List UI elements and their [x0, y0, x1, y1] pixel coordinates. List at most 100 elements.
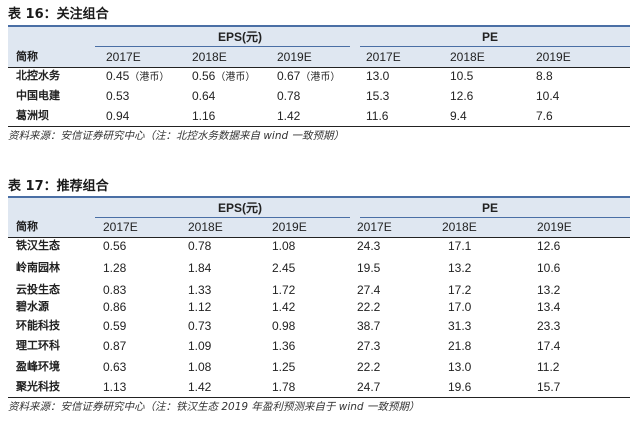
table-16-source: 资料来源：安信证券研究中心（注：北控水务数据来自 wind 一致预期）: [8, 130, 344, 142]
table-17-title: 表 17：推荐组合: [8, 179, 109, 194]
row-name: 聚光科技: [16, 380, 60, 393]
pe-2018: 17.2: [448, 283, 472, 297]
pe-2018: 17.1: [448, 239, 472, 253]
eps-2018: 1.84: [188, 261, 212, 275]
eps-2019: 1.36: [272, 339, 296, 353]
row-name: 云投生态: [16, 283, 60, 296]
eps-2018: 1.42: [188, 380, 212, 394]
eps-2019: 0.67（港币）: [277, 69, 341, 83]
eps-2017: 0.87: [103, 339, 127, 353]
table-17-group-eps: EPS(元): [217, 201, 262, 215]
table-17-header-rule: [8, 237, 630, 238]
table-16-eps-rule: [95, 46, 350, 47]
table-17-source: 资料来源：安信证券研究中心（注：铁汉生态 2019 年盈利预测来自于 wind …: [8, 401, 420, 413]
table-16-header-band: [8, 27, 630, 67]
pe-2019: 13.2: [537, 283, 561, 297]
pe-2017: 11.6: [366, 109, 389, 123]
pe-2017: 15.3: [366, 89, 390, 103]
table-17-title-rule: [8, 196, 630, 198]
table-17-col-year: 2019E: [537, 220, 572, 234]
table-17-col-year: 2017E: [357, 220, 392, 234]
row-name: 铁汉生态: [16, 239, 60, 252]
pe-2018: 17.0: [448, 300, 472, 314]
row-name: 盈峰环境: [16, 360, 60, 373]
eps-2018: 0.78: [188, 239, 212, 253]
pe-2018: 10.5: [450, 69, 474, 83]
eps-2017: 0.56: [103, 239, 127, 253]
eps-2018: 1.08: [188, 360, 212, 374]
pe-2018: 13.0: [448, 360, 472, 374]
eps-2018: 0.64: [192, 89, 216, 103]
table-17-col-year: 2018E: [442, 220, 477, 234]
pe-2017: 27.4: [357, 283, 381, 297]
row-name: 理工环科: [16, 339, 60, 352]
row-name: 岭南园林: [16, 261, 60, 274]
table-16-title: 表 16：关注组合: [8, 7, 109, 22]
row-name: 碧水源: [16, 300, 49, 313]
eps-2017: 0.63: [103, 360, 127, 374]
eps-2017: 0.53: [106, 89, 130, 103]
pe-2017: 24.7: [357, 380, 381, 394]
eps-2017: 1.28: [103, 261, 127, 275]
row-name: 北控水务: [16, 69, 60, 82]
eps-2018: 0.73: [188, 319, 212, 333]
eps-2017: 0.59: [103, 319, 127, 333]
eps-2019: 2.45: [272, 261, 296, 275]
table-17-header-band: [8, 198, 630, 238]
eps-2018: 1.33: [188, 283, 212, 297]
eps-2019: 1.42: [272, 300, 296, 314]
pe-2018: 12.6: [450, 89, 474, 103]
pe-2019: 12.6: [537, 239, 561, 253]
pe-2018: 21.8: [448, 339, 472, 353]
pe-2019: 10.4: [536, 89, 560, 103]
pe-2019: 7.6: [536, 109, 553, 123]
eps-2018: 1.09: [188, 339, 212, 353]
pe-2019: 8.8: [536, 69, 553, 83]
table-16-title-rule: [8, 25, 630, 27]
table-16-col-year: 2017E: [366, 50, 401, 64]
table-16-group-eps: EPS(元): [217, 30, 262, 44]
table-16-col-year: 2017E: [106, 50, 141, 64]
row-name: 葛洲坝: [16, 109, 49, 122]
eps-2018: 1.16: [192, 109, 216, 123]
eps-2017: 0.83: [103, 283, 127, 297]
pe-2017: 19.5: [357, 261, 381, 275]
eps-2019: 0.98: [272, 319, 296, 333]
currency-note: （港币）: [215, 72, 256, 83]
table-17-col-name: 简称: [16, 220, 38, 233]
pe-2017: 13.0: [366, 69, 390, 83]
pe-2018: 13.2: [448, 261, 472, 275]
table-17-eps-rule: [95, 217, 350, 218]
eps-2019: 1.08: [272, 239, 296, 253]
table-16-group-pe: PE: [481, 30, 498, 44]
currency-note: （港币）: [129, 72, 170, 83]
table-16-header-rule: [8, 67, 630, 68]
pe-2017: 22.2: [357, 300, 381, 314]
pe-2018: 31.3: [448, 319, 472, 333]
eps-2017: 1.13: [103, 380, 127, 394]
pe-2018: 9.4: [450, 109, 467, 123]
eps-2017: 0.94: [106, 109, 130, 123]
table-17-pe-rule: [360, 217, 630, 218]
eps-2018: 1.12: [188, 300, 212, 314]
eps-2019: 1.72: [272, 283, 296, 297]
table-17-col-year: 2019E: [272, 220, 307, 234]
table-16-bottom-rule: [8, 126, 630, 127]
pe-2017: 38.7: [357, 319, 381, 333]
eps-2017: 0.45（港币）: [106, 69, 170, 83]
eps-2017: 0.86: [103, 300, 127, 314]
table-16-col-year: 2018E: [450, 50, 485, 64]
table-16-col-year: 2019E: [277, 50, 312, 64]
pe-2017: 22.2: [357, 360, 381, 374]
pe-2019: 13.4: [537, 300, 561, 314]
table-16-col-year: 2018E: [192, 50, 227, 64]
pe-2018: 19.6: [448, 380, 472, 394]
pe-2019: 15.7: [537, 380, 561, 394]
eps-2019: 1.25: [272, 360, 296, 374]
table-16-pe-rule: [360, 46, 630, 47]
pe-2019: 23.3: [537, 319, 561, 333]
pe-2019: 17.4: [537, 339, 561, 353]
table-17-bottom-rule: [8, 397, 630, 398]
table-17-col-year: 2017E: [103, 220, 138, 234]
table-17-group-pe: PE: [481, 201, 498, 215]
